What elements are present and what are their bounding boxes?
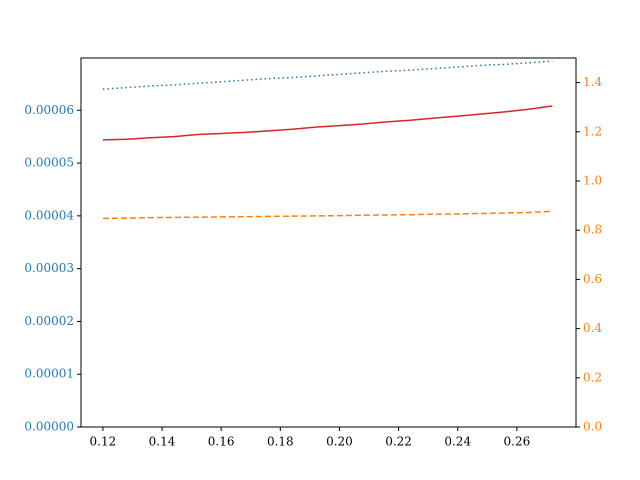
y-tick-label: 0.00003: [24, 261, 74, 275]
x-tick-label: 0.24: [444, 435, 471, 449]
y-tick-label: 0.00006: [24, 103, 74, 117]
y-tick-label: 0.00001: [24, 367, 74, 381]
series-line: [102, 105, 553, 141]
series-line: [102, 60, 553, 90]
x-tick-label: 0.14: [149, 435, 176, 449]
x-tick-label: 0.16: [208, 435, 235, 449]
y-tick-label: 0.00000: [24, 420, 74, 434]
y2-tick-label: 1.2: [583, 124, 602, 138]
y2-tick-label: 1.0: [583, 174, 602, 188]
y2-tick-label: 1.4: [583, 75, 602, 89]
x-tick-label: 0.18: [267, 435, 294, 449]
y2-tick-label: 0.2: [583, 370, 602, 384]
y-tick-label: 0.00005: [24, 156, 74, 170]
y2-tick-label: 0.0: [583, 420, 602, 434]
series-line: [102, 210, 553, 220]
y2-tick-label: 0.4: [583, 321, 602, 335]
y-tick-label: 0.00004: [24, 208, 74, 222]
x-tick-label: 0.20: [326, 435, 353, 449]
plot-frame: [80, 57, 577, 428]
x-tick-label: 0.26: [504, 435, 531, 449]
y2-tick-label: 0.8: [583, 223, 602, 237]
x-tick-label: 0.22: [385, 435, 412, 449]
y-tick-label: 0.00002: [24, 314, 74, 328]
y2-tick-label: 0.6: [583, 272, 602, 286]
x-tick-label: 0.12: [90, 435, 117, 449]
